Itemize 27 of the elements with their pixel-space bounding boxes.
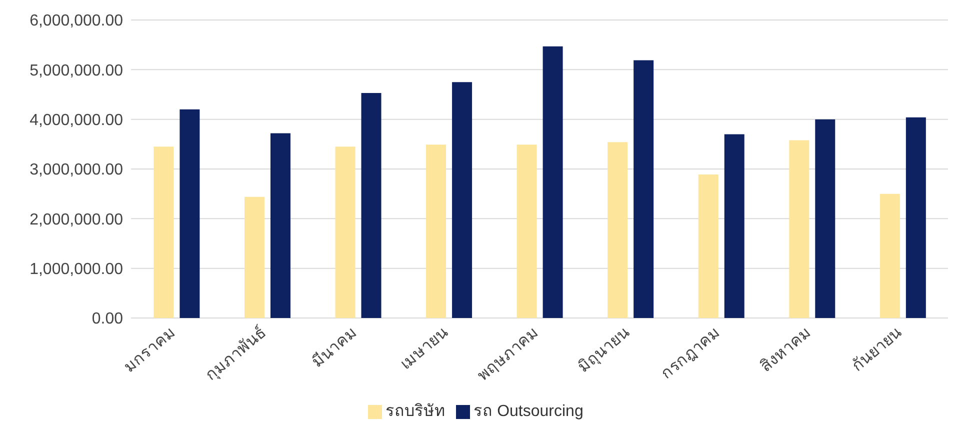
- bar: [724, 134, 744, 318]
- bar: [361, 93, 382, 318]
- bar: [335, 146, 356, 318]
- y-tick-label: 0.00: [92, 310, 124, 328]
- bar: [270, 133, 290, 318]
- bar: [180, 109, 200, 318]
- bar: [154, 146, 174, 318]
- bar: [452, 82, 472, 318]
- y-tick-label: 6,000,000.00: [30, 12, 124, 30]
- bar: [815, 119, 836, 318]
- bar: [880, 194, 900, 318]
- y-tick-label: 2,000,000.00: [30, 211, 124, 228]
- y-tick-label: 4,000,000.00: [30, 112, 124, 130]
- y-tick-label: 1,000,000.00: [30, 261, 124, 278]
- bar: [426, 144, 446, 318]
- bar: [244, 196, 264, 318]
- bar: [516, 144, 537, 318]
- y-tick-label: 3,000,000.00: [30, 162, 124, 179]
- bar: [542, 46, 563, 318]
- bar: [698, 174, 718, 318]
- bar: [789, 140, 810, 318]
- bar: [608, 142, 628, 318]
- y-tick-label: 5,000,000.00: [30, 62, 124, 80]
- bar: [634, 60, 654, 318]
- legend-label: รถ Outsourcing: [474, 403, 584, 420]
- legend-label: รถบริษัท: [386, 403, 446, 420]
- bar: [906, 117, 926, 318]
